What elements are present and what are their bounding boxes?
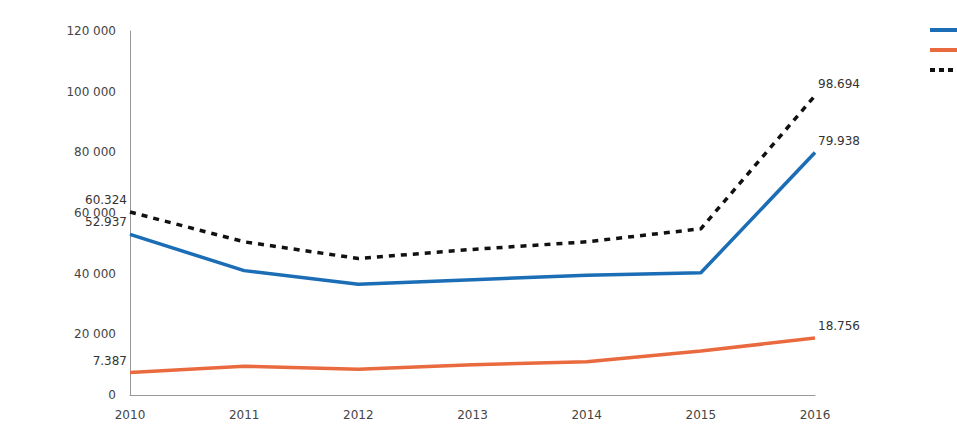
- svg-text:2015: 2015: [686, 408, 717, 422]
- svg-text:120 000: 120 000: [66, 24, 116, 38]
- svg-text:2013: 2013: [457, 408, 488, 422]
- svg-text:40 000: 40 000: [74, 267, 116, 281]
- svg-text:2011: 2011: [229, 408, 260, 422]
- svg-text:20 000: 20 000: [74, 327, 116, 341]
- svg-text:52.937: 52.937: [85, 215, 127, 229]
- svg-text:80 000: 80 000: [74, 145, 116, 159]
- svg-text:60.324: 60.324: [85, 193, 127, 207]
- svg-text:100 000: 100 000: [66, 85, 116, 99]
- svg-text:18.756: 18.756: [818, 319, 860, 333]
- svg-text:2014: 2014: [571, 408, 602, 422]
- svg-text:60 000: 60 000: [74, 206, 116, 220]
- svg-text:79.938: 79.938: [818, 134, 860, 148]
- svg-text:2012: 2012: [343, 408, 374, 422]
- svg-text:2016: 2016: [800, 408, 831, 422]
- svg-text:7.387: 7.387: [93, 354, 127, 368]
- svg-text:0: 0: [108, 388, 116, 402]
- svg-text:2010: 2010: [115, 408, 146, 422]
- svg-text:98.694: 98.694: [818, 77, 860, 91]
